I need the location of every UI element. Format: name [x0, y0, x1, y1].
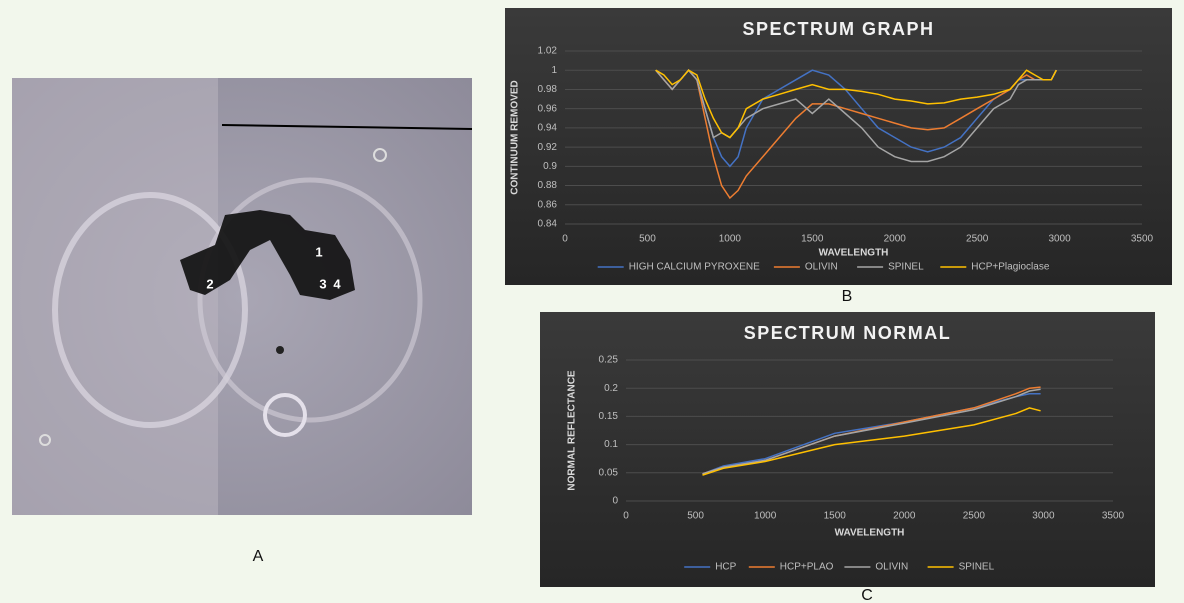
y-tick-label: 0.96	[538, 103, 558, 114]
x-tick-label: 0	[623, 511, 629, 522]
x-tick-label: 3500	[1131, 234, 1154, 245]
y-tick-label: 0.25	[599, 355, 619, 366]
legend-label: SPINEL	[959, 562, 995, 573]
x-tick-label: 1000	[754, 511, 777, 522]
x-tick-label: 2000	[884, 234, 907, 245]
panel-label: C	[861, 587, 873, 603]
x-tick-label: 3500	[1102, 511, 1125, 522]
legend-label: HCP	[715, 562, 736, 573]
x-tick-label: 3000	[1032, 511, 1055, 522]
y-axis-title: CONTINUUM REMOVED	[510, 80, 521, 194]
image-label: 2	[206, 276, 213, 291]
chart: SPECTRUM NORMAL 0 0.05 0.1 0.15 0.2 0.25 0 500 10…	[540, 312, 1155, 587]
legend-label: HCP+PLAO	[780, 562, 834, 573]
y-tick-label: 0.92	[538, 142, 558, 153]
y-tick-label: 0.88	[538, 180, 558, 191]
x-tick-label: 2500	[963, 511, 986, 522]
x-axis-title: WAVELENGTH	[819, 248, 889, 259]
chart-background	[540, 312, 1155, 587]
panel-label: B	[842, 288, 853, 305]
y-tick-label: 0.98	[538, 84, 558, 95]
series-line	[702, 388, 1041, 475]
y-tick-label: 1	[551, 65, 557, 76]
legend-label: SPINEL	[888, 262, 924, 273]
legend-label: OLIVIN	[805, 262, 838, 273]
x-tick-label: 500	[639, 234, 656, 245]
y-tick-label: 0	[612, 496, 618, 507]
x-tick-label: 500	[687, 511, 704, 522]
legend-label: HIGH CALCIUM PYROXENE	[629, 262, 760, 273]
legend-label: OLIVIN	[875, 562, 908, 573]
chart-title: SPECTRUM NORMAL	[744, 323, 952, 343]
chart: SPECTRUM GRAPH 0.84 0.86 0.88 0.9 0.92 0.94 0.9…	[505, 8, 1172, 285]
y-axis-title: NORMAL REFLECTANCE	[567, 370, 578, 491]
y-tick-label: 0.9	[543, 161, 557, 172]
x-tick-label: 2000	[893, 511, 916, 522]
y-tick-label: 0.05	[599, 467, 619, 478]
y-tick-label: 0.84	[538, 219, 558, 230]
image-label: 1	[315, 244, 322, 259]
legend-label: HCP+Plagioclase	[971, 262, 1050, 273]
x-tick-label: 1000	[719, 234, 742, 245]
crater-image	[12, 78, 473, 515]
y-tick-label: 0.15	[599, 411, 619, 422]
y-tick-label: 0.94	[538, 123, 558, 134]
chart-title: SPECTRUM GRAPH	[742, 19, 934, 39]
series-line	[655, 69, 1057, 163]
x-tick-label: 1500	[801, 234, 824, 245]
y-tick-label: 0.1	[604, 439, 618, 450]
y-tick-label: 0.86	[538, 199, 558, 210]
chart-background	[505, 8, 1172, 285]
series-line	[655, 69, 1057, 139]
x-tick-label: 3000	[1048, 234, 1071, 245]
x-tick-label: 2500	[966, 234, 989, 245]
image-label: 4	[333, 276, 341, 291]
series-line	[702, 407, 1041, 476]
x-tick-label: 1500	[824, 511, 847, 522]
panel-label: A	[253, 548, 264, 565]
y-tick-label: 1.02	[538, 46, 558, 57]
x-tick-label: 0	[562, 234, 568, 245]
image-label: 3	[319, 276, 326, 291]
x-axis-title: WAVELENGTH	[835, 528, 905, 539]
y-tick-label: 0.2	[604, 383, 618, 394]
